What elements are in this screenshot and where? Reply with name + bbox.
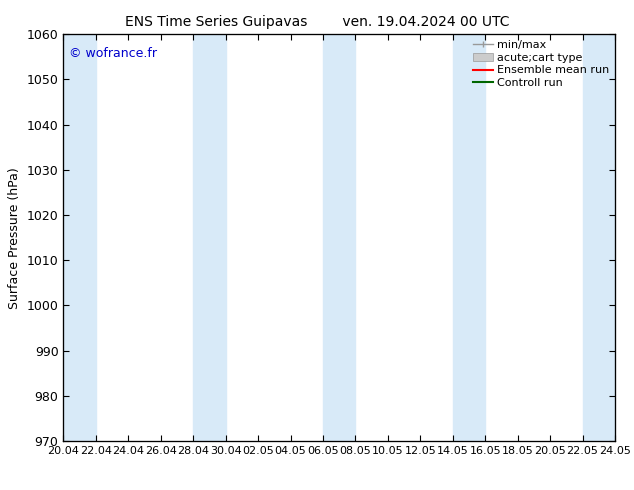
Bar	[453, 34, 485, 441]
Bar	[583, 34, 615, 441]
Text: ENS Time Series Guipavas        ven. 19.04.2024 00 UTC: ENS Time Series Guipavas ven. 19.04.2024…	[125, 15, 509, 29]
Bar	[63, 34, 96, 441]
Text: © wofrance.fr: © wofrance.fr	[69, 47, 157, 59]
Legend: min/max, acute;cart type, Ensemble mean run, Controll run: min/max, acute;cart type, Ensemble mean …	[470, 38, 612, 91]
Bar	[323, 34, 356, 441]
Y-axis label: Surface Pressure (hPa): Surface Pressure (hPa)	[8, 167, 21, 309]
Bar	[193, 34, 226, 441]
